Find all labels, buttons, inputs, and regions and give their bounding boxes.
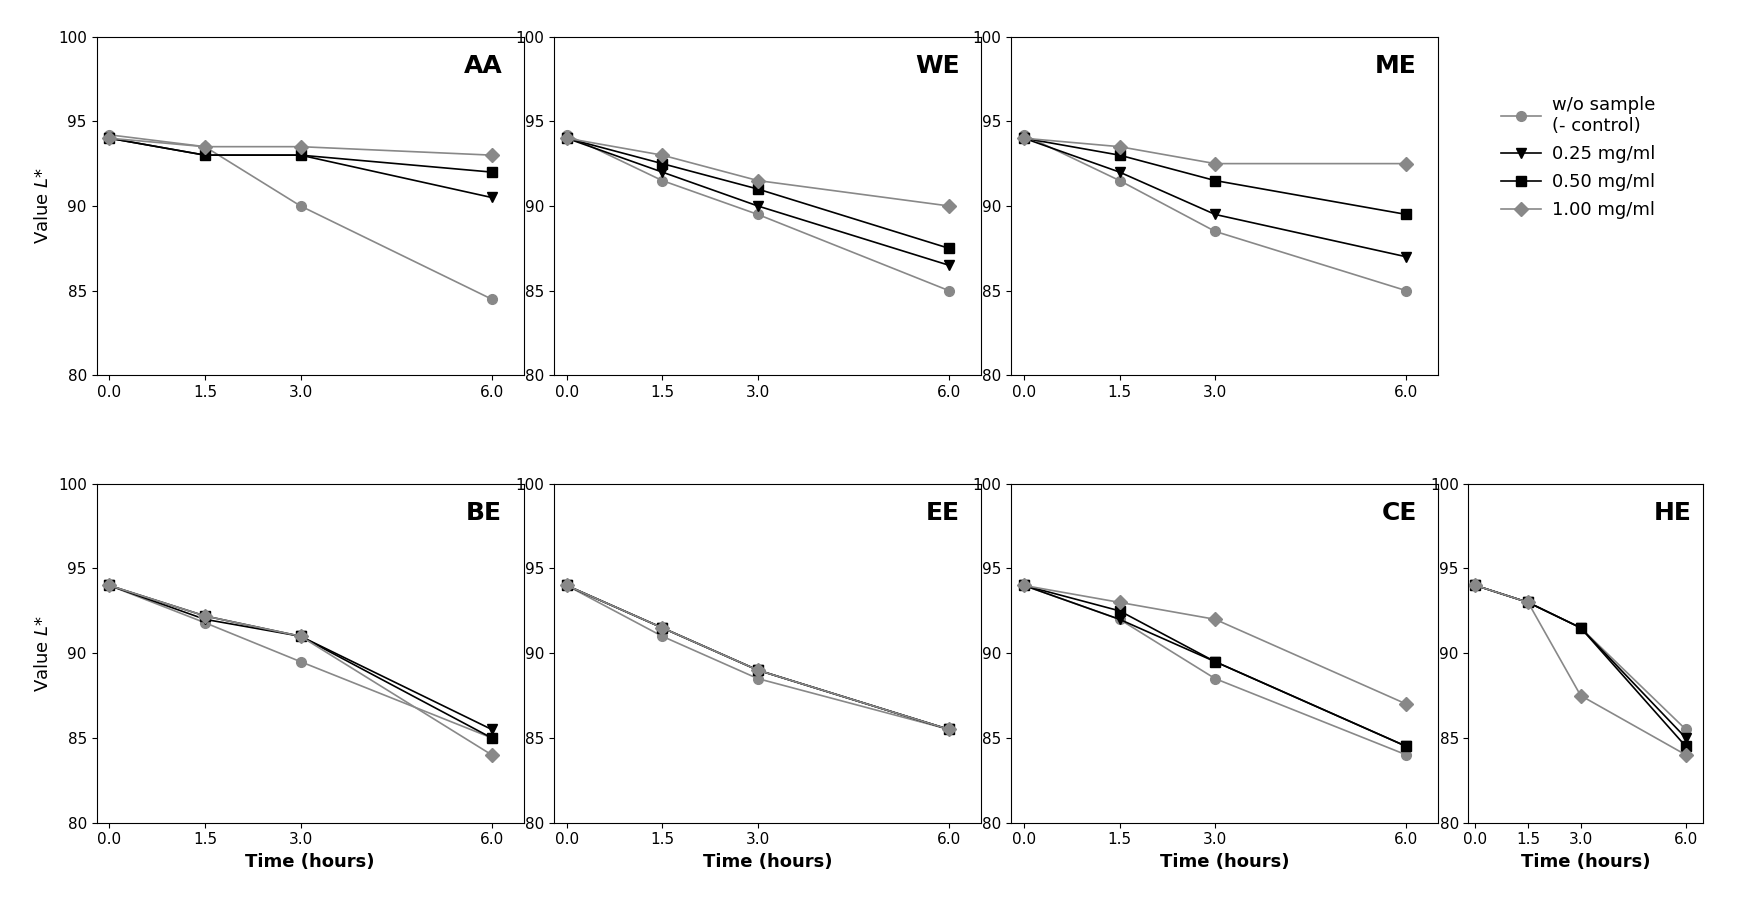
Y-axis label: Value $\it{L}$*: Value $\it{L}$* bbox=[35, 615, 53, 692]
Text: AA: AA bbox=[463, 54, 502, 78]
Text: WE: WE bbox=[914, 54, 958, 78]
Text: BE: BE bbox=[465, 501, 502, 525]
Text: HE: HE bbox=[1653, 501, 1690, 525]
Text: ME: ME bbox=[1374, 54, 1416, 78]
Legend: w/o sample
(- control), 0.25 mg/ml, 0.50 mg/ml, 1.00 mg/ml: w/o sample (- control), 0.25 mg/ml, 0.50… bbox=[1501, 96, 1653, 219]
X-axis label: Time (hours): Time (hours) bbox=[702, 853, 832, 871]
X-axis label: Time (hours): Time (hours) bbox=[1520, 853, 1650, 871]
X-axis label: Time (hours): Time (hours) bbox=[1160, 853, 1288, 871]
Y-axis label: Value $\it{L}$*: Value $\it{L}$* bbox=[35, 167, 53, 244]
X-axis label: Time (hours): Time (hours) bbox=[246, 853, 374, 871]
Text: CE: CE bbox=[1381, 501, 1416, 525]
Text: EE: EE bbox=[925, 501, 958, 525]
